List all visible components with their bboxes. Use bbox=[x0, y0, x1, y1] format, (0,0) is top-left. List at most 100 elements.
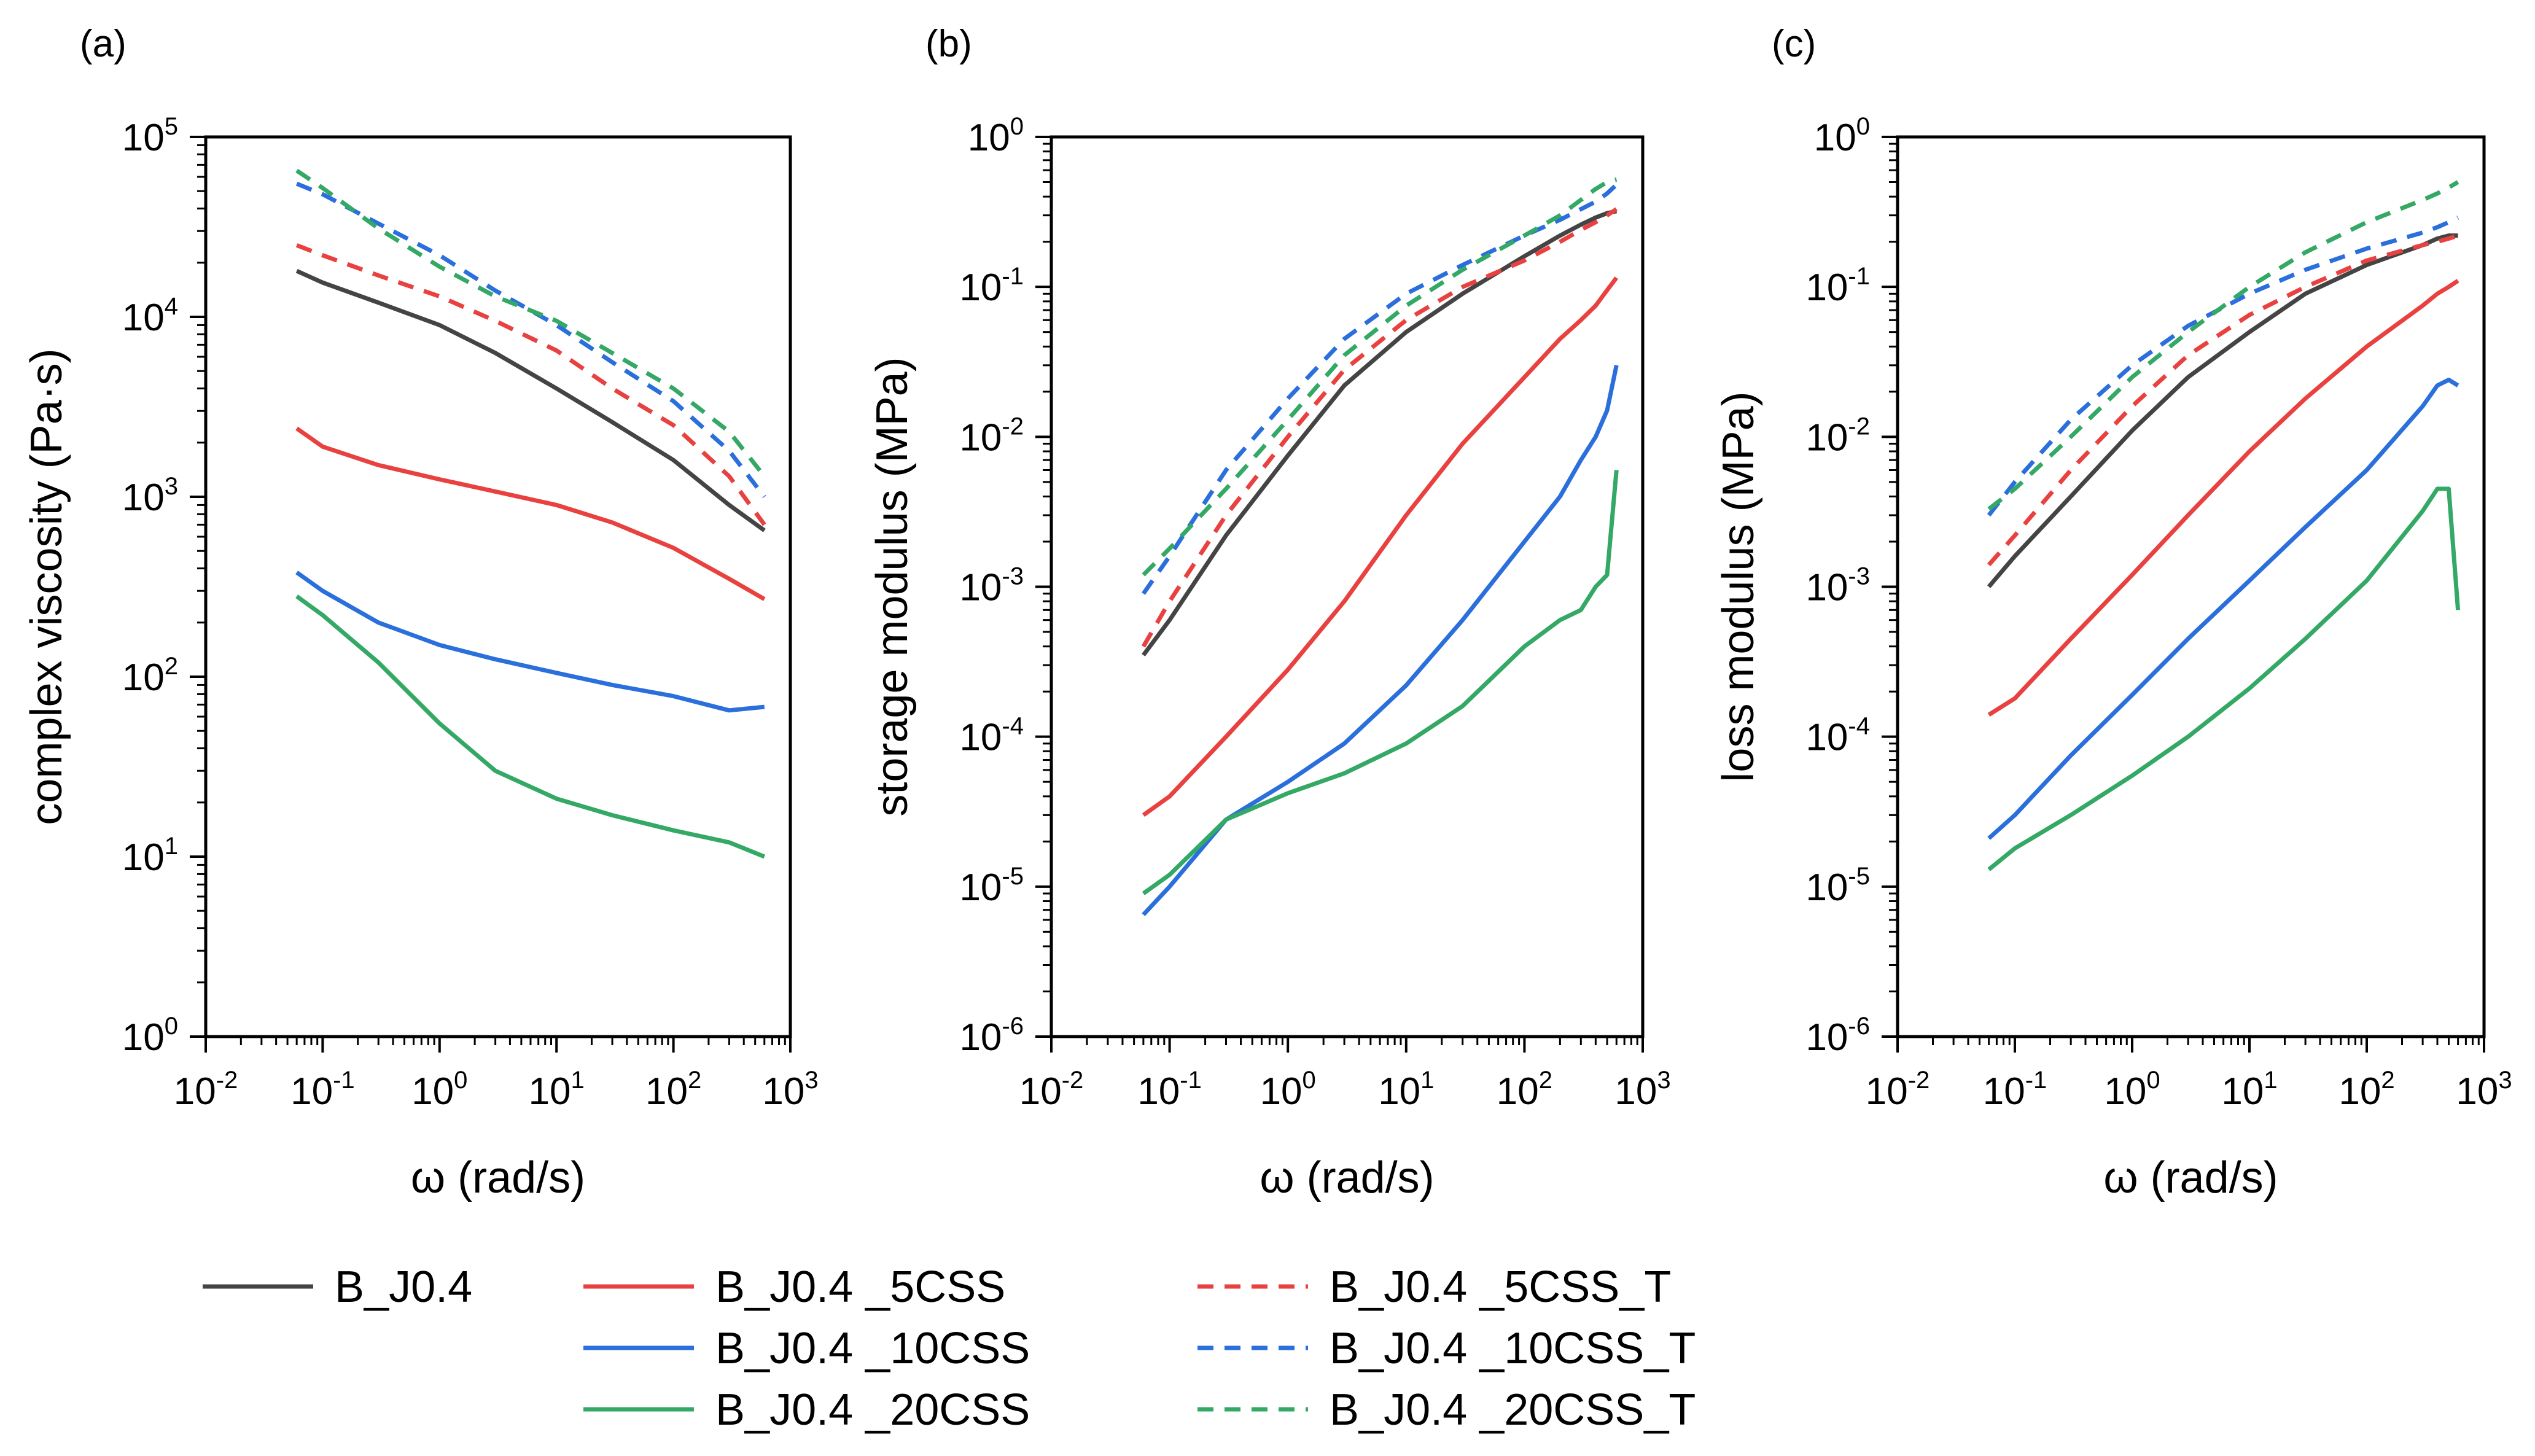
x-tick-label-exp: -1 bbox=[1180, 1067, 1202, 1094]
panel-label: (a) bbox=[80, 23, 127, 65]
y-tick-label-base: 10 bbox=[1805, 267, 1848, 309]
y-tick-label-exp: -6 bbox=[1848, 1013, 1870, 1040]
y-tick-label-exp: -6 bbox=[1002, 1013, 1024, 1040]
x-axis-title: ω (rad/s) bbox=[411, 1153, 585, 1202]
x-tick-label-base: 10 bbox=[762, 1070, 804, 1113]
x-tick-label: 100 bbox=[2104, 1067, 2160, 1113]
x-tick-label-exp: 1 bbox=[571, 1067, 585, 1094]
y-tick-label: 10-5 bbox=[959, 863, 1024, 909]
series-line-b-j0-4-5css-t bbox=[1987, 233, 2459, 567]
y-tick-label: 10-6 bbox=[959, 1013, 1024, 1059]
y-tick-label-exp: -1 bbox=[1848, 263, 1870, 290]
x-tick-label: 10-2 bbox=[1019, 1067, 1084, 1113]
x-tick-label-exp: 0 bbox=[454, 1067, 467, 1094]
y-tick-label-exp: -1 bbox=[1002, 263, 1024, 290]
y-tick-label: 10-1 bbox=[1805, 263, 1870, 309]
panel-b: 10-2 10-1 100 101 102 10310-610-510-410-310-2… bbox=[868, 23, 1671, 1202]
plot-frame bbox=[1896, 135, 2486, 1038]
y-axis-title: storage modulus (MPa) bbox=[868, 357, 917, 816]
y-tick-label-base: 10 bbox=[122, 656, 165, 699]
x-tick-label: 103 bbox=[2456, 1067, 2512, 1113]
x-tick-label-base: 10 bbox=[174, 1070, 216, 1113]
panel-label: (c) bbox=[1772, 23, 1816, 65]
y-tick-label-exp: 0 bbox=[1010, 113, 1024, 140]
y-tick-label: 103 bbox=[122, 473, 178, 519]
legend: B_J0.4 B_J0.4 _5CSS B_J0.4 _10CSS B_J0.4 _2… bbox=[203, 1263, 1696, 1435]
y-tick-label-base: 10 bbox=[1805, 567, 1848, 609]
x-tick-label: 103 bbox=[1614, 1067, 1670, 1113]
legend-label: B_J0.4 _20CSS_T bbox=[1330, 1385, 1696, 1435]
y-tick-label: 10-4 bbox=[959, 713, 1024, 759]
series-line-b-j0-4-5css-t bbox=[295, 243, 766, 526]
y-axis-title: complex viscosity (Pa·s) bbox=[22, 348, 71, 825]
legend-label: B_J0.4 _20CSS bbox=[715, 1385, 1030, 1435]
y-tick-label: 10-3 bbox=[959, 563, 1024, 609]
series-line-b-j0-4-10css-t bbox=[1142, 183, 1618, 595]
x-tick-label-base: 10 bbox=[1866, 1070, 1908, 1113]
x-tick-label: 101 bbox=[1378, 1067, 1434, 1113]
series-line-b-j0-4-20css-t bbox=[1142, 177, 1618, 577]
x-tick-label: 10-2 bbox=[1866, 1067, 1930, 1113]
series-line-b-j0-4-20css bbox=[1142, 470, 1619, 895]
panel-a: 10-2 10-1 100 101 102 103100101102103104105ω … bbox=[22, 23, 819, 1202]
legend-item: B_J0.4 _10CSS bbox=[583, 1324, 1030, 1373]
y-tick-label-base: 10 bbox=[122, 477, 165, 519]
legend-item: B_J0.4 _20CSS_T bbox=[1197, 1385, 1696, 1435]
y-tick-label-base: 10 bbox=[1805, 717, 1848, 759]
y-tick-label-exp: -4 bbox=[1002, 713, 1024, 740]
x-tick-label-base: 10 bbox=[2456, 1070, 2498, 1113]
legend-label: B_J0.4 bbox=[335, 1263, 472, 1312]
y-tick-label-base: 10 bbox=[959, 717, 1002, 759]
series-line-b-j0-4-20css-t bbox=[1987, 180, 2459, 511]
y-tick-label: 104 bbox=[122, 293, 178, 339]
x-tick-label-exp: 2 bbox=[2381, 1067, 2394, 1094]
x-tick-label: 10-1 bbox=[290, 1067, 355, 1113]
series-line-b-j0-4-20css-t bbox=[295, 168, 766, 478]
series-line-b-j0-4-10css bbox=[1987, 378, 2459, 840]
y-tick-label: 101 bbox=[122, 833, 178, 879]
series-line-b-j0-4-10css-t bbox=[1987, 216, 2459, 517]
y-tick-label-exp: 5 bbox=[165, 113, 178, 140]
y-tick-label-base: 10 bbox=[959, 866, 1002, 909]
y-tick-label-exp: -2 bbox=[1002, 413, 1024, 440]
x-tick-label: 102 bbox=[2338, 1067, 2394, 1113]
x-tick-label-exp: -2 bbox=[1062, 1067, 1084, 1094]
x-tick-label-exp: -2 bbox=[216, 1067, 238, 1094]
x-tick-label-exp: 0 bbox=[2146, 1067, 2160, 1094]
panel-label: (b) bbox=[925, 23, 972, 65]
legend-item: B_J0.4 _10CSS_T bbox=[1197, 1324, 1696, 1373]
x-tick-label-exp: -1 bbox=[2025, 1067, 2047, 1094]
x-tick-label: 101 bbox=[2221, 1067, 2277, 1113]
legend-item: B_J0.4 _5CSS bbox=[583, 1263, 1005, 1312]
y-tick-label-exp: -5 bbox=[1002, 863, 1024, 890]
x-tick-label-exp: 2 bbox=[688, 1067, 701, 1094]
x-tick-label: 100 bbox=[1260, 1067, 1316, 1113]
panel-c: 10-2 10-1 100 101 102 10310-610-510-410-310-2… bbox=[1714, 23, 2512, 1202]
x-tick-label-exp: 3 bbox=[804, 1067, 818, 1094]
x-axis-title: ω (rad/s) bbox=[1260, 1153, 1434, 1202]
x-tick-label-base: 10 bbox=[645, 1070, 688, 1113]
y-tick-label: 10-5 bbox=[1805, 863, 1870, 909]
x-tick-label-base: 10 bbox=[2221, 1070, 2264, 1113]
y-tick-label: 102 bbox=[122, 653, 178, 699]
series-line-b-j0-4-5css bbox=[1142, 276, 1619, 817]
series-line-b-j0-4-20css bbox=[295, 594, 766, 859]
x-tick-label-exp: 3 bbox=[2498, 1067, 2512, 1094]
x-tick-label-exp: -1 bbox=[333, 1067, 355, 1094]
series-line-b-j0-4-5css bbox=[1987, 279, 2459, 717]
y-tick-label-base: 10 bbox=[968, 117, 1010, 159]
x-tick-label: 103 bbox=[762, 1067, 818, 1113]
y-tick-label-exp: -3 bbox=[1848, 563, 1870, 590]
y-tick-label-base: 10 bbox=[122, 836, 165, 879]
x-tick-label-base: 10 bbox=[1983, 1070, 2025, 1113]
legend-label: B_J0.4 _10CSS_T bbox=[1330, 1324, 1696, 1373]
x-tick-label: 102 bbox=[1497, 1067, 1552, 1113]
x-tick-label-exp: 0 bbox=[1303, 1067, 1316, 1094]
plot-frame bbox=[204, 135, 792, 1038]
y-tick-label-base: 10 bbox=[122, 1016, 165, 1059]
legend-label: B_J0.4 _5CSS_T bbox=[1330, 1263, 1671, 1312]
x-tick-label-base: 10 bbox=[2338, 1070, 2381, 1113]
series-line-b-j0-4 bbox=[1987, 233, 2458, 588]
y-tick-label-base: 10 bbox=[959, 1016, 1002, 1059]
y-tick-label: 100 bbox=[1814, 113, 1870, 159]
